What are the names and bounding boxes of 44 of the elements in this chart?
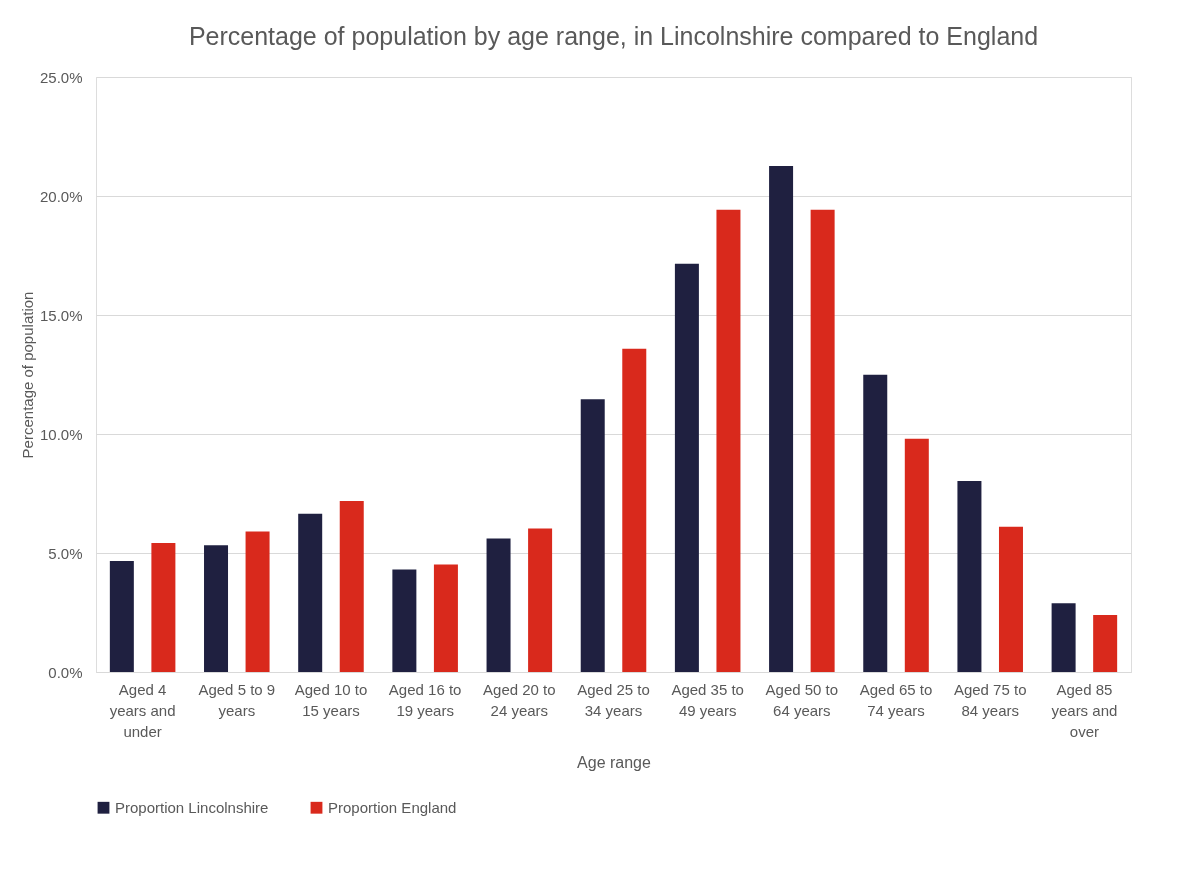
bar xyxy=(622,348,647,672)
y-tick-label: 25.0% xyxy=(39,68,83,86)
x-tick-label: Aged 10 to 15 years xyxy=(294,680,368,719)
bar xyxy=(528,528,553,672)
bar xyxy=(810,209,835,672)
bar xyxy=(151,543,176,672)
y-axis-title: Percentage of population xyxy=(18,291,36,459)
y-tick-label: 15.0% xyxy=(39,306,83,324)
x-tick-label: Aged 75 to 84 years xyxy=(953,680,1027,719)
bar xyxy=(298,513,323,672)
x-tick-label: Aged 85 years and over xyxy=(1051,680,1118,740)
bar xyxy=(580,399,605,672)
chart-title: Percentage of population by age range, in Lincolnshire compared to England xyxy=(188,22,1039,50)
bar xyxy=(957,480,982,672)
bar xyxy=(392,569,417,672)
bar xyxy=(109,561,134,672)
bar xyxy=(486,538,511,672)
bar xyxy=(1051,603,1076,672)
bar xyxy=(863,374,888,672)
bar xyxy=(1093,614,1118,672)
x-tick-label: Aged 65 to 74 years xyxy=(859,680,933,719)
bar xyxy=(769,166,794,672)
y-tick-label: 5.0% xyxy=(48,544,83,562)
x-tick-label: Aged 25 to 34 years xyxy=(577,680,650,719)
bar xyxy=(433,564,458,672)
x-axis-title: Age range xyxy=(577,753,652,771)
bar xyxy=(245,531,270,672)
x-tick-label: Aged 5 to 9 years xyxy=(198,680,276,719)
legend-label: Proportion England xyxy=(328,798,457,816)
x-tick-label: Aged 50 to 64 years xyxy=(765,680,839,719)
y-tick-label: 0.0% xyxy=(48,663,83,681)
bar xyxy=(904,438,929,672)
x-tick-label: Aged 4 years and under xyxy=(109,680,176,740)
bar xyxy=(339,500,364,672)
bar xyxy=(716,209,741,672)
x-tick-label: Aged 16 to 19 years xyxy=(388,680,462,719)
y-tick-label: 10.0% xyxy=(39,425,83,443)
x-tick-label: Aged 35 to 49 years xyxy=(671,680,744,719)
bar xyxy=(998,526,1023,672)
x-tick-label: Aged 20 to 24 years xyxy=(483,680,556,719)
bar xyxy=(204,545,229,672)
y-tick-label: 20.0% xyxy=(39,187,83,205)
bar xyxy=(674,263,699,672)
legend-label: Proportion Lincolnshire xyxy=(115,798,269,816)
